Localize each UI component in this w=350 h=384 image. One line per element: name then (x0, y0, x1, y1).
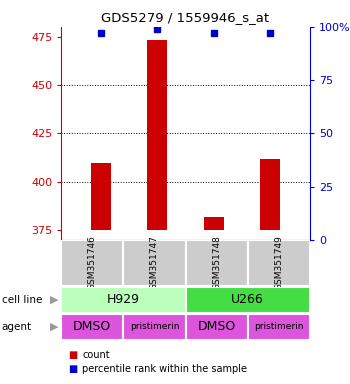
Bar (260, 159, 280, 230)
Bar (61, 314, 123, 340)
Bar (61, 240, 123, 286)
Bar (123, 314, 186, 340)
Text: GSM351747: GSM351747 (150, 236, 159, 290)
Text: pristimerin: pristimerin (130, 322, 179, 331)
Text: agent: agent (2, 322, 32, 332)
Text: ■: ■ (68, 350, 77, 360)
Bar (186, 287, 310, 313)
Bar (204, 217, 224, 230)
Bar (186, 314, 248, 340)
Bar (248, 314, 310, 340)
Bar (147, 40, 167, 230)
Text: ▶: ▶ (50, 295, 58, 305)
Text: percentile rank within the sample: percentile rank within the sample (82, 364, 247, 374)
Bar (91, 162, 111, 230)
Text: GSM351749: GSM351749 (274, 236, 283, 290)
Text: cell line: cell line (2, 295, 42, 305)
Text: ▶: ▶ (50, 322, 58, 332)
Text: GSM351746: GSM351746 (88, 236, 97, 290)
Text: count: count (82, 350, 110, 360)
Bar (186, 240, 248, 286)
Bar (123, 240, 186, 286)
Text: U266: U266 (231, 293, 264, 306)
Bar (248, 240, 310, 286)
Text: GSM351748: GSM351748 (212, 236, 221, 290)
Title: GDS5279 / 1559946_s_at: GDS5279 / 1559946_s_at (102, 11, 270, 24)
Text: H929: H929 (107, 293, 140, 306)
Text: DMSO: DMSO (73, 320, 111, 333)
Text: ■: ■ (68, 364, 77, 374)
Text: pristimerin: pristimerin (254, 322, 303, 331)
Bar (61, 287, 186, 313)
Text: DMSO: DMSO (197, 320, 236, 333)
